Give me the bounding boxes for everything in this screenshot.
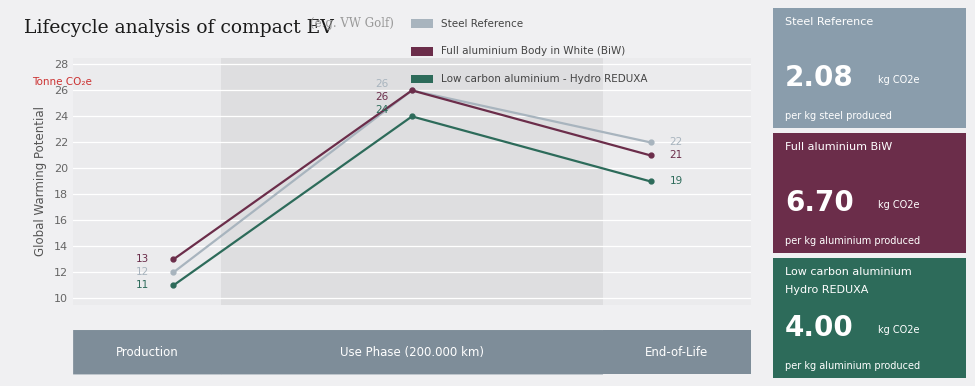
Text: 26: 26 [374, 79, 388, 89]
Y-axis label: Global Warming Potential: Global Warming Potential [34, 107, 47, 256]
Text: 12: 12 [136, 267, 149, 278]
Text: Full aluminium Body in White (BiW): Full aluminium Body in White (BiW) [441, 46, 625, 56]
Text: 21: 21 [670, 151, 682, 161]
Text: 4.00: 4.00 [785, 314, 854, 342]
Text: Steel Reference: Steel Reference [441, 19, 523, 29]
Text: 11: 11 [136, 281, 149, 290]
Text: 19: 19 [670, 176, 682, 186]
Text: Lifecycle analysis of compact EV: Lifecycle analysis of compact EV [24, 19, 334, 37]
Text: 2.08: 2.08 [785, 64, 854, 91]
Text: Full aluminium BiW: Full aluminium BiW [785, 142, 892, 152]
Text: Low carbon aluminium - Hydro REDUXA: Low carbon aluminium - Hydro REDUXA [441, 74, 647, 84]
Bar [221, 58, 603, 305]
Text: 6.70: 6.70 [785, 189, 854, 217]
Text: (e.g. VW Golf): (e.g. VW Golf) [310, 17, 394, 30]
Text: Production: Production [116, 346, 178, 359]
Text: Use Phase (200.000 km): Use Phase (200.000 km) [340, 346, 484, 359]
Text: End-of-Life: End-of-Life [645, 346, 709, 359]
Text: 26: 26 [374, 92, 388, 102]
Text: kg CO2e: kg CO2e [878, 200, 920, 210]
Text: 24: 24 [374, 105, 388, 115]
Text: kg CO2e: kg CO2e [878, 74, 920, 85]
Text: kg CO2e: kg CO2e [878, 325, 920, 335]
Text: 22: 22 [670, 137, 682, 147]
Text: 13: 13 [136, 254, 149, 264]
Text: Hydro REDUXA: Hydro REDUXA [785, 285, 869, 295]
Text: Low carbon aluminium: Low carbon aluminium [785, 267, 912, 278]
Text: per kg steel produced: per kg steel produced [785, 111, 892, 121]
Text: Tonne CO₂e: Tonne CO₂e [32, 77, 92, 87]
Text: Steel Reference: Steel Reference [785, 17, 874, 27]
Text: per kg aluminium produced: per kg aluminium produced [785, 236, 920, 246]
Text: per kg aluminium produced: per kg aluminium produced [785, 361, 920, 371]
